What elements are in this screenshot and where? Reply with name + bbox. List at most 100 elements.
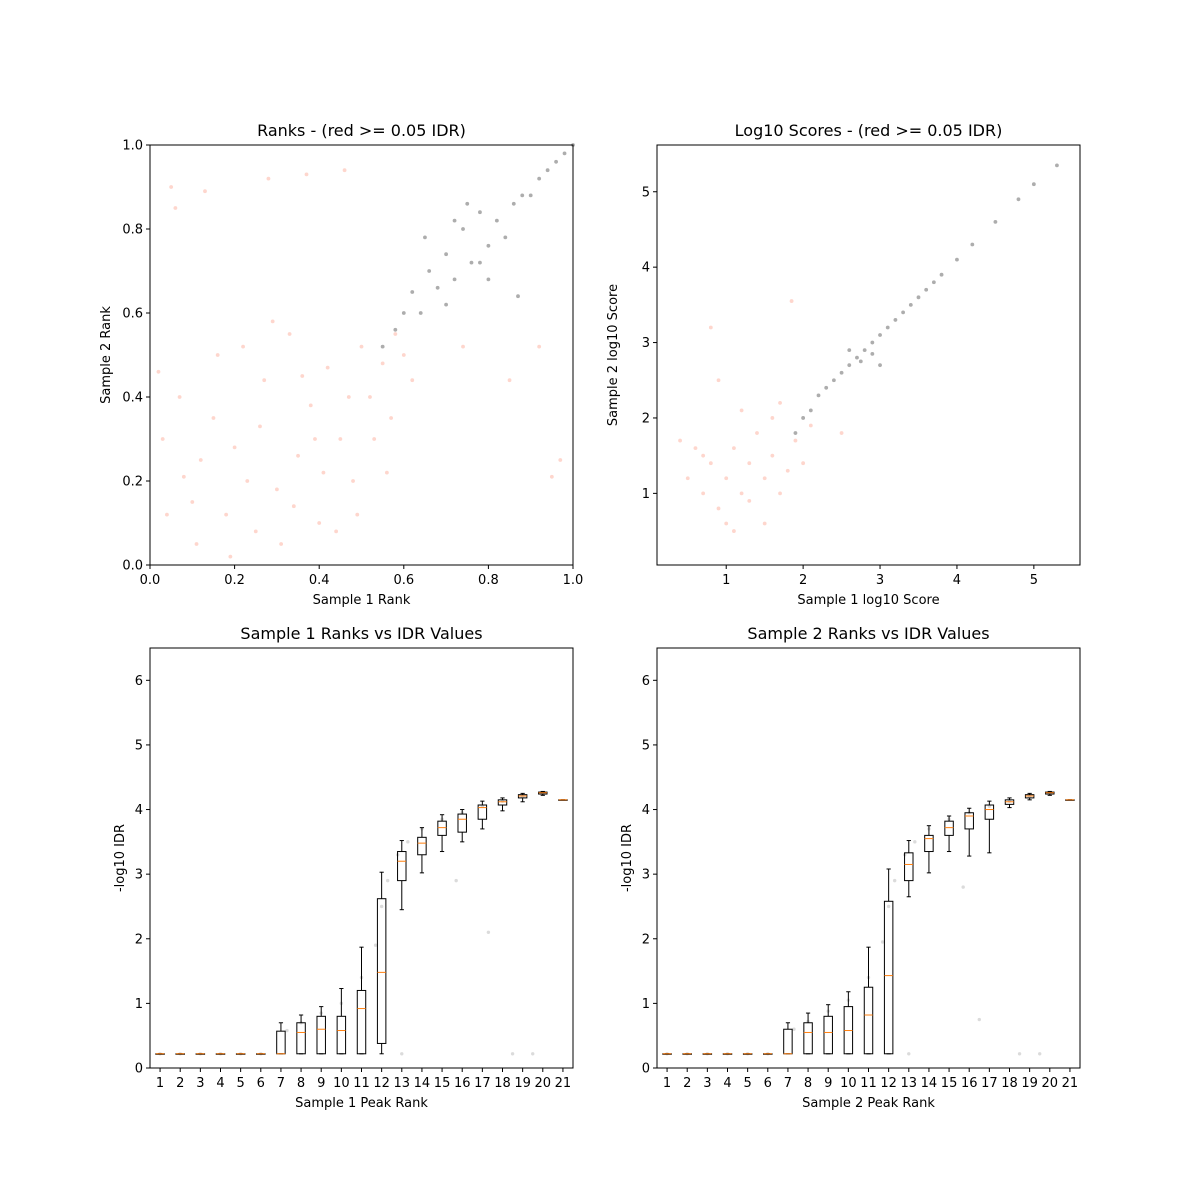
chart-panel-3: 1 2 3 4 5 6 7 8 9 10 11 12 13 14 15 16 17 18 19 20 210123456…	[113, 624, 574, 1111]
box-plot	[195, 1053, 206, 1055]
x-tick-label: 13	[901, 1076, 918, 1091]
x-tick-label: 11	[860, 1076, 877, 1091]
x-tick-label: 0.0	[140, 573, 161, 588]
scatter-point	[1055, 163, 1059, 168]
box-body	[924, 834, 934, 853]
x-tick-label: 10	[840, 1076, 857, 1091]
scatter-point	[313, 437, 317, 441]
scatter-point	[554, 159, 558, 164]
box-plot	[296, 1014, 306, 1055]
scatter-point	[792, 1027, 796, 1031]
scatter-point	[847, 348, 852, 352]
scatter-point	[454, 878, 458, 883]
scatter-point	[389, 416, 394, 420]
scatter-point	[732, 446, 736, 451]
box-plot	[783, 1022, 793, 1055]
x-tick-label: 18	[1001, 1076, 1018, 1091]
scatter-point	[880, 940, 885, 944]
x-tick-label: 0.8	[478, 573, 499, 588]
scatter-point	[503, 235, 508, 240]
scatter-point	[355, 512, 360, 517]
scatter-point	[510, 1052, 515, 1056]
x-tick-label: 0.4	[309, 573, 330, 588]
box-body	[437, 820, 447, 836]
scatter-point	[885, 325, 890, 330]
scatter-point	[461, 344, 465, 349]
chart-title: Sample 1 Ranks vs IDR Values	[240, 624, 482, 643]
scatter-point	[708, 461, 713, 466]
scatter-point	[785, 468, 790, 473]
x-tick-label: 11	[353, 1076, 370, 1091]
box-plot	[175, 1053, 185, 1055]
scatter-point	[241, 344, 245, 349]
box-plot	[1024, 792, 1035, 801]
scatter-point	[194, 542, 199, 546]
scatter-point	[716, 506, 721, 511]
x-tick-label: 16	[961, 1076, 978, 1091]
scatter-point	[762, 476, 767, 481]
scatter-point	[708, 325, 713, 330]
x-axis-label: Sample 1 log10 Score	[797, 593, 939, 608]
scatter-point	[203, 189, 207, 194]
plot-area	[156, 143, 575, 559]
box-plot	[1045, 790, 1055, 796]
box-plot	[457, 809, 467, 843]
plot-area	[155, 790, 568, 1056]
scatter-point	[747, 499, 752, 503]
scatter-point	[886, 904, 891, 909]
scatter-point	[1017, 1052, 1022, 1056]
x-tick-label: 4	[953, 573, 961, 588]
box-body	[803, 1022, 813, 1055]
y-tick-label: 2	[642, 932, 650, 947]
x-tick-label: 1	[663, 1076, 671, 1091]
scatter-point	[916, 295, 921, 300]
y-axis-label: -log10 IDR	[620, 824, 635, 892]
y-tick-label: 1	[642, 997, 650, 1012]
scatter-point	[338, 437, 343, 441]
scatter-point	[291, 504, 296, 509]
scatter-point	[878, 363, 882, 368]
axes-frame	[149, 647, 574, 1069]
box-plot	[276, 1022, 286, 1055]
y-tick-label: 0.6	[122, 307, 143, 322]
scatter-point	[478, 210, 482, 215]
scatter-point	[410, 378, 415, 383]
scatter-point	[939, 272, 944, 277]
box-plot	[823, 1004, 833, 1055]
x-tick-label: 5	[237, 1076, 245, 1091]
plot-area	[678, 163, 1059, 533]
scatter-point	[232, 445, 237, 450]
scatter-point	[870, 340, 875, 345]
scatter-point	[321, 470, 326, 475]
scatter-point	[824, 385, 829, 390]
scatter-point	[770, 453, 775, 458]
box-plot	[682, 1053, 692, 1055]
scatter-point	[211, 416, 216, 420]
box-body	[336, 1015, 347, 1055]
x-tick-label: 8	[297, 1076, 305, 1091]
scatter-point	[520, 193, 525, 198]
y-tick-label: 3	[642, 868, 650, 883]
box-body	[397, 851, 407, 882]
scatter-point	[858, 359, 863, 364]
x-tick-label: 14	[921, 1076, 938, 1091]
scatter-point	[961, 885, 965, 889]
scatter-point	[372, 437, 377, 441]
x-tick-label: 6	[257, 1076, 265, 1091]
box-plot	[316, 1006, 326, 1055]
scatter-point	[258, 424, 262, 429]
x-tick-label: 14	[414, 1076, 431, 1091]
scatter-point	[308, 403, 313, 408]
box-plot	[256, 1053, 266, 1055]
scatter-point	[739, 408, 744, 413]
scatter-point	[892, 878, 897, 883]
y-axis-label: Sample 2 log10 Score	[606, 284, 621, 426]
scatter-point	[380, 344, 385, 349]
scatter-point	[270, 319, 275, 324]
box-plot	[843, 991, 854, 1055]
x-tick-label: 1	[156, 1076, 164, 1091]
x-tick-label: 3	[876, 573, 884, 588]
y-tick-label: 0	[642, 1062, 650, 1077]
x-tick-label: 1.0	[563, 573, 584, 588]
box-body	[964, 812, 974, 830]
